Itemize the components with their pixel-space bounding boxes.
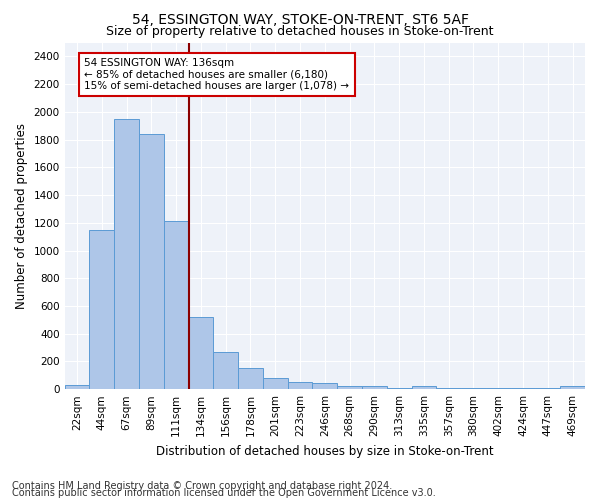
Bar xyxy=(412,386,436,389)
Bar xyxy=(535,388,560,389)
Text: 54, ESSINGTON WAY, STOKE-ON-TRENT, ST6 5AF: 54, ESSINGTON WAY, STOKE-ON-TRENT, ST6 5… xyxy=(131,12,469,26)
Bar xyxy=(238,368,263,389)
Bar xyxy=(263,378,287,389)
Y-axis label: Number of detached properties: Number of detached properties xyxy=(15,123,28,309)
Bar xyxy=(486,388,511,389)
Bar xyxy=(214,352,238,389)
Bar xyxy=(337,386,362,389)
Bar xyxy=(387,388,412,389)
Text: Contains public sector information licensed under the Open Government Licence v3: Contains public sector information licen… xyxy=(12,488,436,498)
X-axis label: Distribution of detached houses by size in Stoke-on-Trent: Distribution of detached houses by size … xyxy=(156,444,494,458)
Bar xyxy=(461,388,486,389)
Bar xyxy=(139,134,164,389)
Bar xyxy=(114,119,139,389)
Text: Size of property relative to detached houses in Stoke-on-Trent: Size of property relative to detached ho… xyxy=(106,25,494,38)
Bar xyxy=(65,385,89,389)
Bar xyxy=(511,388,535,389)
Text: Contains HM Land Registry data © Crown copyright and database right 2024.: Contains HM Land Registry data © Crown c… xyxy=(12,481,392,491)
Bar xyxy=(362,386,387,389)
Text: 54 ESSINGTON WAY: 136sqm
← 85% of detached houses are smaller (6,180)
15% of sem: 54 ESSINGTON WAY: 136sqm ← 85% of detach… xyxy=(85,58,349,91)
Bar xyxy=(313,383,337,389)
Bar xyxy=(560,386,585,389)
Bar xyxy=(164,222,188,389)
Bar xyxy=(89,230,114,389)
Bar xyxy=(287,382,313,389)
Bar xyxy=(436,388,461,389)
Bar xyxy=(188,317,214,389)
